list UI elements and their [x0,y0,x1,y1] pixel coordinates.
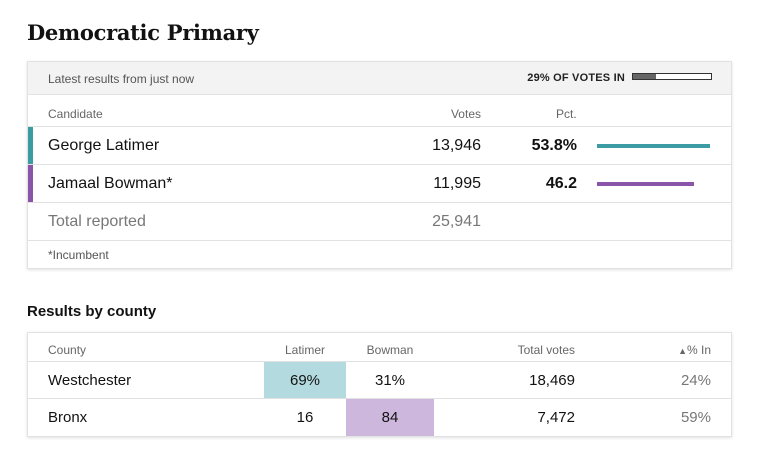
bowman-cell: 31% [374,372,406,389]
votes-in-label: 29% OF VOTES IN [527,72,625,84]
pct-column-header: Pct. [556,107,577,121]
county-pct-in: 59% [680,409,711,426]
sort-arrow-icon: ▲ [678,346,687,356]
results-table: Latest results from just now 29% OF VOTE… [27,61,732,269]
note-row: *Incumbent [28,240,731,268]
total-votes-column-header[interactable]: Total votes [517,343,575,357]
results-header: Latest results from just now 29% OF VOTE… [28,62,731,95]
candidate-name: Jamaal Bowman* [48,175,173,192]
total-row: Total reported 25,941 [28,202,731,240]
county-total-votes: 7,472 [537,409,575,426]
page-title: Democratic Primary [27,20,259,45]
pct-in-header-label: % In [686,343,711,357]
candidate-name: George Latimer [48,137,160,154]
county-table: County Latimer Bowman Total votes ▲% In … [27,332,732,437]
latimer-cell: 16 [296,409,314,426]
candidate-votes: 11,995 [433,175,481,192]
candidate-row[interactable]: Jamaal Bowman* 11,995 46.2 [28,164,731,202]
county-column-header[interactable]: County [48,343,87,357]
candidate-pct-bar [597,182,694,186]
candidate-pct: 46.2 [545,175,577,192]
votes-in-progress-bar [632,73,712,80]
county-name: Bronx [48,409,88,426]
county-pct-in: 24% [680,372,711,389]
candidate-column-header: Candidate [48,107,103,121]
county-name: Westchester [48,372,132,389]
votes-column-header: Votes [450,107,481,121]
candidate-color-stripe [28,127,33,164]
latimer-column-header[interactable]: Latimer [284,343,325,357]
county-section-title: Results by county [27,303,157,320]
latest-results-label: Latest results from just now [48,72,195,86]
candidate-row[interactable]: George Latimer 13,946 53.8% [28,126,731,164]
county-total-votes: 18,469 [529,372,575,389]
candidate-color-stripe [28,165,33,202]
candidate-votes: 13,946 [432,137,481,154]
pct-in-column-header[interactable]: ▲% In [678,343,711,357]
candidate-pct: 53.8% [531,137,577,154]
candidate-pct-bar [597,144,710,148]
votes-in-progress-fill [633,74,656,79]
incumbent-note: *Incumbent [48,248,109,262]
latimer-cell: 69% [264,362,346,399]
bowman-column-header[interactable]: Bowman [366,343,414,357]
total-label: Total reported [48,213,146,230]
total-votes: 25,941 [432,213,481,230]
county-row[interactable]: Westchester 69% 31% 18,469 24% [28,361,731,399]
county-row[interactable]: Bronx 16 84 7,472 59% [28,398,731,436]
bowman-cell: 84 [346,399,434,436]
